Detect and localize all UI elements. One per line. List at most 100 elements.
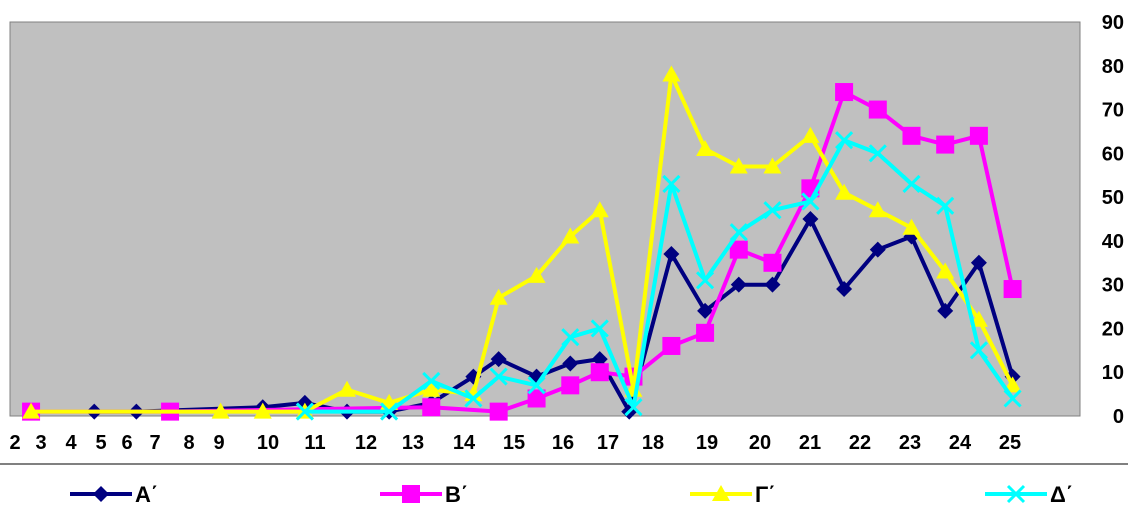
legend-label: Α΄ — [135, 482, 158, 507]
data-point — [1003, 376, 1022, 393]
data-point — [22, 402, 41, 419]
x-tick-label: 10 — [257, 432, 279, 454]
data-point — [1003, 280, 1022, 299]
x-tick-label: 3 — [35, 432, 46, 454]
x-tick-label: 9 — [213, 432, 224, 454]
data-point — [969, 126, 988, 145]
data-point — [902, 126, 921, 145]
data-point — [562, 355, 579, 372]
x-tick-label: 11 — [304, 432, 325, 454]
x-tick-label: 19 — [696, 432, 718, 454]
data-point — [527, 266, 546, 283]
legend-item: Β΄ — [380, 482, 468, 507]
x-tick-label: 16 — [552, 432, 574, 454]
data-point — [662, 65, 681, 82]
x-tick-label: 8 — [183, 432, 194, 454]
x-tick-label: 21 — [799, 432, 821, 454]
data-point — [936, 262, 955, 279]
data-point — [422, 380, 441, 397]
x-tick-label: 2 — [9, 432, 20, 454]
data-point — [380, 402, 399, 421]
data-point — [561, 376, 580, 395]
data-point — [489, 367, 508, 386]
legend-marker — [402, 485, 420, 503]
y-tick-label: 90 — [1102, 12, 1124, 34]
data-point — [729, 240, 748, 259]
data-point — [591, 351, 608, 368]
data-point — [696, 323, 715, 342]
data-point — [590, 201, 609, 218]
data-point — [590, 319, 609, 338]
data-point — [253, 402, 272, 419]
y-tick-label: 40 — [1102, 231, 1124, 253]
data-point — [936, 196, 955, 215]
data-point — [764, 276, 781, 293]
series-4 — [295, 131, 1022, 421]
x-tick-label: 15 — [503, 432, 525, 454]
y-tick-label: 50 — [1102, 187, 1124, 209]
data-point — [527, 376, 546, 395]
legend-label: Γ΄ — [755, 482, 776, 507]
data-point — [969, 341, 988, 360]
legend-marker — [93, 486, 109, 502]
data-point — [802, 211, 819, 227]
data-point — [729, 157, 748, 174]
data-point — [624, 398, 643, 417]
x-tick-label: 24 — [949, 432, 972, 454]
legend: Α΄ Β΄ Γ΄ Δ΄ — [70, 482, 1073, 507]
x-tick-label: 12 — [355, 432, 377, 454]
data-point — [489, 288, 508, 305]
plot-area — [9, 21, 1081, 417]
legend-marker — [712, 485, 730, 501]
x-tick-label: 5 — [95, 432, 106, 454]
data-point — [730, 276, 747, 293]
data-point — [902, 174, 921, 194]
y-tick-label: 20 — [1102, 318, 1124, 340]
x-tick-label: 25 — [999, 432, 1021, 454]
x-axis-ticks: 2 3 4 5 6 7 8 9 10 11 12 13 14 15 16 17 18 19 20 21 22 23 24 25 — [9, 432, 1021, 454]
data-point — [763, 253, 782, 272]
data-point — [561, 328, 580, 347]
data-point — [464, 389, 483, 408]
legend-label: Δ΄ — [1050, 482, 1073, 507]
data-point — [696, 139, 715, 156]
x-tick-label: 14 — [453, 432, 476, 454]
y-tick-label: 60 — [1102, 143, 1124, 165]
legend-label: Β΄ — [445, 482, 468, 507]
data-point — [835, 183, 854, 200]
data-point — [868, 201, 887, 218]
data-point — [937, 302, 954, 319]
x-tick-label: 23 — [899, 432, 921, 454]
data-point — [936, 135, 955, 154]
y-tick-label: 70 — [1102, 100, 1124, 122]
y-tick-label: 10 — [1102, 362, 1124, 384]
series-2 — [22, 83, 1022, 421]
data-point — [763, 157, 782, 174]
data-point — [902, 218, 921, 235]
x-tick-label: 6 — [121, 432, 132, 454]
x-tick-label: 13 — [402, 432, 424, 454]
data-point — [561, 227, 580, 244]
data-point — [527, 389, 546, 408]
data-point — [729, 223, 748, 242]
data-point — [697, 302, 714, 319]
x-tick-label: 18 — [642, 432, 664, 454]
data-point — [970, 254, 987, 271]
data-point — [663, 246, 680, 263]
x-tick-label: 17 — [597, 432, 619, 454]
legend-item: Α΄ — [70, 482, 158, 507]
legend-marker — [1006, 484, 1026, 504]
data-point — [801, 192, 820, 211]
x-tick-label: 4 — [65, 432, 77, 454]
x-tick-label: 7 — [149, 432, 160, 454]
data-point — [835, 131, 854, 150]
x-tick-label: 20 — [749, 432, 771, 454]
data-point — [868, 144, 887, 163]
data-point — [295, 402, 314, 421]
data-point — [211, 402, 230, 419]
legend-item: Γ΄ — [690, 482, 776, 507]
data-point — [422, 398, 441, 417]
data-point — [1003, 389, 1022, 408]
data-point — [590, 363, 609, 382]
